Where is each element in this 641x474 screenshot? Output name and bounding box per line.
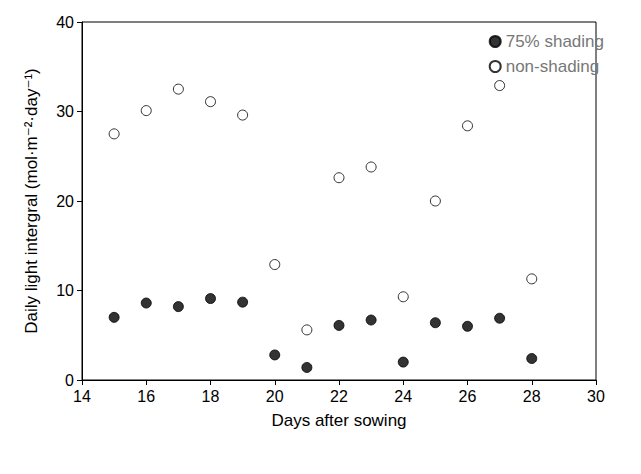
svg-text:20: 20 (56, 193, 74, 210)
svg-text:24: 24 (394, 388, 412, 405)
svg-text:18: 18 (202, 388, 220, 405)
svg-text:14: 14 (73, 388, 91, 405)
svg-text:0: 0 (65, 372, 74, 389)
svg-text:28: 28 (523, 388, 541, 405)
svg-text:10: 10 (56, 282, 74, 299)
svg-text:75% shading: 75% shading (506, 32, 604, 51)
svg-text:Daily light intergral (mol·m⁻²: Daily light intergral (mol·m⁻²·day⁻¹) (22, 68, 41, 333)
svg-text:26: 26 (459, 388, 477, 405)
svg-text:30: 30 (587, 388, 605, 405)
svg-text:16: 16 (137, 388, 155, 405)
svg-text:40: 40 (56, 14, 74, 31)
svg-text:Days after sowing: Days after sowing (271, 411, 406, 430)
svg-text:non-shading: non-shading (506, 57, 600, 76)
svg-text:30: 30 (56, 103, 74, 120)
svg-text:22: 22 (330, 388, 348, 405)
svg-text:20: 20 (266, 388, 284, 405)
